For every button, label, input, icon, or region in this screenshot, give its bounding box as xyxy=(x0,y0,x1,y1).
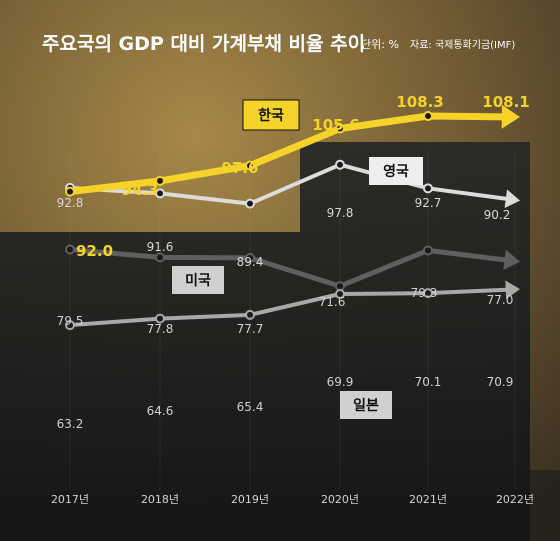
series-line xyxy=(69,247,509,289)
series-name: 한국 xyxy=(258,108,284,124)
x-tick-label: 2019년 xyxy=(231,493,269,506)
series-arrowhead xyxy=(504,189,520,208)
data-label: 63.2 xyxy=(57,417,84,431)
data-label: 92.0 xyxy=(76,242,113,260)
x-tick-label: 2022년 xyxy=(496,493,534,506)
chart-title: 주요국의 GDP 대비 가계부채 비율 추이 xyxy=(42,33,365,55)
series-3 xyxy=(65,280,520,331)
data-point xyxy=(155,188,165,199)
data-label: 108.1 xyxy=(482,93,529,111)
data-label: 64.6 xyxy=(147,404,174,418)
data-label: 97.8 xyxy=(327,206,354,220)
series-tag-box xyxy=(340,391,392,419)
series-arrowhead xyxy=(503,249,520,270)
series-1 xyxy=(65,159,520,209)
data-label: 69.9 xyxy=(327,375,354,389)
data-point xyxy=(423,111,433,122)
data-label: 105.6 xyxy=(312,116,359,134)
x-tick-label: 2018년 xyxy=(141,493,179,506)
series-line xyxy=(69,162,510,206)
series-tag-box xyxy=(369,157,423,185)
data-label: 77.8 xyxy=(147,322,174,336)
series-tag-box xyxy=(242,99,300,131)
data-point xyxy=(155,175,165,186)
source-note: 자료: 국제통화기금(IMF) xyxy=(410,39,515,51)
data-point xyxy=(65,186,75,197)
x-tick-label: 2020년 xyxy=(321,493,359,506)
series-2 xyxy=(65,244,520,292)
data-point xyxy=(245,252,255,263)
data-label: 79.3 xyxy=(411,286,438,300)
data-point xyxy=(65,320,75,331)
data-label: 92.8 xyxy=(57,196,84,210)
series-name: 미국 xyxy=(185,273,211,289)
data-label: 90.2 xyxy=(484,208,511,222)
x-tick-label: 2021년 xyxy=(409,493,447,506)
series-name: 일본 xyxy=(353,398,379,414)
series-line xyxy=(69,112,507,196)
data-point xyxy=(155,252,165,263)
data-point xyxy=(335,289,345,300)
data-point xyxy=(423,288,433,299)
data-label: 70.1 xyxy=(415,375,442,389)
data-label: 108.3 xyxy=(396,93,443,111)
data-label: 97.6 xyxy=(221,159,258,177)
series-0 xyxy=(65,104,520,197)
bottom-band xyxy=(0,470,560,541)
data-point xyxy=(245,160,255,171)
data-label: 71.6 xyxy=(319,295,346,309)
data-label: 92.7 xyxy=(415,196,442,210)
data-label: 91.6 xyxy=(147,240,174,254)
series-name-tag: 일본 xyxy=(340,391,392,419)
data-point xyxy=(155,313,165,324)
series-arrowhead xyxy=(505,280,520,300)
data-label: 77.0 xyxy=(487,293,514,307)
series-tag-box xyxy=(172,266,224,294)
series-name-tag: 영국 xyxy=(369,157,423,185)
data-point xyxy=(335,159,345,170)
series-name-tag: 미국 xyxy=(172,266,224,294)
data-label: 70.9 xyxy=(487,375,514,389)
series-arrowhead xyxy=(501,104,520,129)
data-point xyxy=(423,183,433,194)
data-point xyxy=(335,123,345,134)
unit-note: 단위: % xyxy=(361,38,399,51)
series-line xyxy=(69,287,510,328)
data-label: 77.7 xyxy=(237,322,264,336)
data-label: 79.5 xyxy=(57,314,84,328)
dark-panel xyxy=(0,142,530,541)
data-point xyxy=(65,244,75,255)
data-point xyxy=(245,198,255,209)
data-label: 94.3 xyxy=(121,181,158,199)
data-label: 65.4 xyxy=(237,400,264,414)
data-point xyxy=(423,245,433,256)
series-name-tag: 한국 xyxy=(242,99,300,131)
series-name: 영국 xyxy=(383,163,409,180)
x-tick-label: 2017년 xyxy=(51,493,89,506)
data-point xyxy=(335,281,345,292)
data-point xyxy=(245,309,255,320)
data-label: 89.4 xyxy=(237,255,264,269)
